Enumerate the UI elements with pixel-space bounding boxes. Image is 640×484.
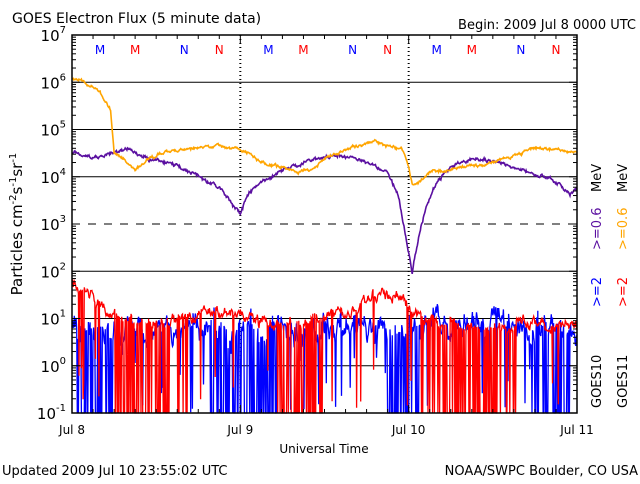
y-tick-exponent: 3 xyxy=(60,214,66,225)
y-tick-label: 102 xyxy=(41,261,66,281)
x-tick-label: Jul 8 xyxy=(58,423,85,437)
marker-M: M xyxy=(432,43,442,57)
marker-N: N xyxy=(551,43,560,57)
y-axis-label-exp1: -2 xyxy=(8,194,19,204)
y-tick-label: 105 xyxy=(41,120,66,140)
x-tick-label: Jul 11 xyxy=(559,423,594,437)
y-axis-label-b: s xyxy=(8,186,26,194)
legend-col1-sat: GOES10 xyxy=(590,355,605,408)
marker-M: M xyxy=(130,43,140,57)
y-tick-exponent: 5 xyxy=(60,120,66,131)
marker-M: M xyxy=(298,43,308,57)
y-axis-label-exp2: -1 xyxy=(8,177,19,187)
chart-title: GOES Electron Flux (5 minute data) xyxy=(12,11,261,27)
legend-col1-unit: MeV xyxy=(590,164,605,192)
marker-N: N xyxy=(516,43,525,57)
x-tick-label: Jul 10 xyxy=(391,423,426,437)
plot-frame xyxy=(71,34,578,414)
y-tick-base: 10 xyxy=(41,122,60,140)
y-tick-label: 103 xyxy=(41,214,66,234)
y-tick-label: 106 xyxy=(41,72,66,92)
x-tick-label: Jul 9 xyxy=(226,423,253,437)
y-tick-base: 10 xyxy=(41,216,60,234)
y-tick-label: 10-1 xyxy=(37,403,66,423)
y-tick-exponent: 4 xyxy=(60,167,66,178)
y-tick-exponent: 7 xyxy=(60,25,66,36)
y-tick-exponent: 6 xyxy=(60,72,66,83)
series-line--0-6-mev-goes10 xyxy=(71,146,578,275)
y-tick-exponent: 1 xyxy=(60,309,66,320)
marker-M: M xyxy=(263,43,273,57)
legend-col2-unit: MeV xyxy=(616,164,631,192)
marker-N: N xyxy=(383,43,392,57)
marker-M: M xyxy=(95,43,105,57)
y-tick-exponent: 0 xyxy=(60,356,66,367)
credit-label: NOAA/SWPC Boulder, CO USA xyxy=(445,464,638,479)
begin-label: Begin: 2009 Jul 8 0000 UTC xyxy=(458,18,636,33)
x-axis-label: Universal Time xyxy=(279,442,368,456)
marker-N: N xyxy=(180,43,189,57)
legend-col2-sat: GOES11 xyxy=(616,355,631,408)
series-line--2-mev-goes11 xyxy=(71,278,578,414)
data-series xyxy=(71,77,578,414)
y-axis-label-exp3: -1 xyxy=(8,153,19,163)
legend-col1-b: >=0.6 xyxy=(590,208,605,250)
y-axis-label: Particles cm-2s-1sr-1 xyxy=(8,153,26,296)
y-tick-base: 10 xyxy=(41,27,60,45)
series-line--0-6-mev-goes11 xyxy=(71,77,578,186)
y-tick-base: 10 xyxy=(41,74,60,92)
y-tick-label: 107 xyxy=(41,25,66,45)
marker-M: M xyxy=(467,43,477,57)
y-tick-base: 10 xyxy=(41,358,60,376)
y-axis-label-c: sr xyxy=(8,162,26,177)
y-tick-base: 10 xyxy=(37,405,56,423)
legend-col2-a: >=2 xyxy=(616,277,631,307)
y-tick-base: 10 xyxy=(41,169,60,187)
marker-N: N xyxy=(348,43,357,57)
x-tick-labels: Jul 8 Jul 9 Jul 10 Jul 11 xyxy=(58,423,594,437)
legend: MeV >=0.6 >=2 GOES10 MeV >=0.6 >=2 GOES1… xyxy=(590,164,631,408)
y-tick-base: 10 xyxy=(41,311,60,329)
y-tick-label: 104 xyxy=(41,167,66,187)
y-axis-label-a: Particles cm xyxy=(8,204,26,295)
y-tick-exponent: -1 xyxy=(56,403,66,414)
y-tick-exponent: 2 xyxy=(60,261,66,272)
y-tick-label: 100 xyxy=(41,356,66,376)
legend-col2-b: >=0.6 xyxy=(616,208,631,250)
y-tick-label: 101 xyxy=(41,309,66,329)
marker-N: N xyxy=(215,43,224,57)
legend-col1-a: >=2 xyxy=(590,277,605,307)
y-tick-base: 10 xyxy=(41,263,60,281)
updated-timestamp: Updated 2009 Jul 10 23:55:02 UTC xyxy=(2,464,227,479)
